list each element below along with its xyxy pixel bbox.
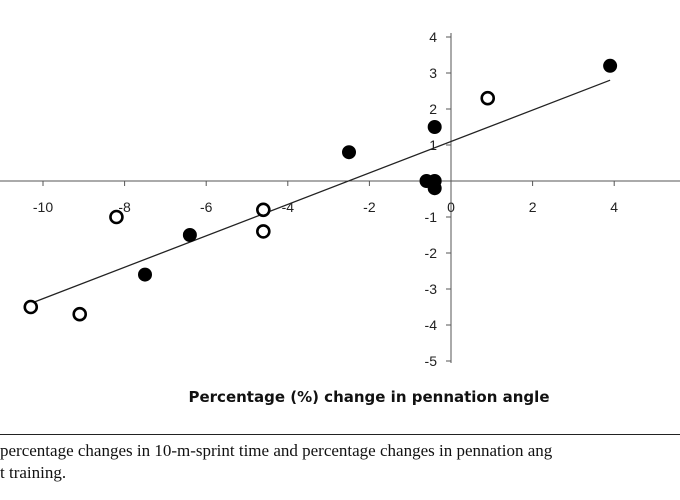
y-tick-label: 1 bbox=[429, 137, 437, 153]
data-point-filled bbox=[427, 181, 442, 196]
tick-labels: -10 -8 -6 -4 -2 0 2 4 -5 -4 -3 -2 -1 1 2 3 4 bbox=[33, 29, 618, 369]
x-tick-label: 0 bbox=[447, 199, 455, 215]
scatter-chart: -10 -8 -6 -4 -2 0 2 4 -5 -4 -3 -2 -1 1 2 3 4 Percentage … bbox=[0, 29, 680, 406]
trendline bbox=[30, 79, 611, 305]
x-tick-label: -10 bbox=[33, 199, 53, 215]
trendline-layer bbox=[30, 79, 611, 305]
data-points bbox=[23, 58, 618, 322]
y-tick-label: -4 bbox=[425, 317, 438, 333]
data-point-open bbox=[256, 224, 271, 239]
caption-line-2: t training. bbox=[0, 463, 67, 482]
data-point-open bbox=[256, 202, 271, 218]
y-tick-label: -3 bbox=[425, 281, 438, 297]
caption-line-1: percentage changes in 10-m-sprint time a… bbox=[0, 441, 553, 460]
x-tick-label: 4 bbox=[610, 199, 618, 215]
data-point-open bbox=[109, 209, 124, 225]
y-tick-label: 3 bbox=[429, 65, 437, 81]
data-point-filled bbox=[138, 267, 152, 282]
data-point-filled bbox=[427, 120, 442, 134]
axes bbox=[0, 33, 680, 363]
caption-divider bbox=[0, 434, 680, 435]
x-axis-title: Percentage (%) change in pennation angle bbox=[188, 388, 549, 406]
data-point-open bbox=[23, 299, 39, 315]
figure-caption: percentage changes in 10-m-sprint time a… bbox=[0, 440, 680, 484]
y-tick-label: 4 bbox=[429, 29, 437, 45]
x-tick-label: -4 bbox=[282, 199, 295, 215]
data-point-filled bbox=[342, 145, 356, 160]
data-point-filled bbox=[603, 58, 618, 73]
x-tick-label: -2 bbox=[363, 199, 376, 215]
y-tick-label: -2 bbox=[425, 245, 438, 261]
data-point-open bbox=[72, 306, 88, 322]
data-point-open bbox=[480, 90, 496, 106]
x-tick-label: -6 bbox=[200, 199, 213, 215]
data-point-filled bbox=[182, 228, 197, 242]
y-tick-label: -1 bbox=[425, 209, 438, 225]
x-tick-label: -8 bbox=[118, 199, 131, 215]
y-tick-label: -5 bbox=[425, 353, 438, 369]
x-tick-label: 2 bbox=[529, 199, 537, 215]
y-tick-label: 2 bbox=[429, 101, 437, 117]
